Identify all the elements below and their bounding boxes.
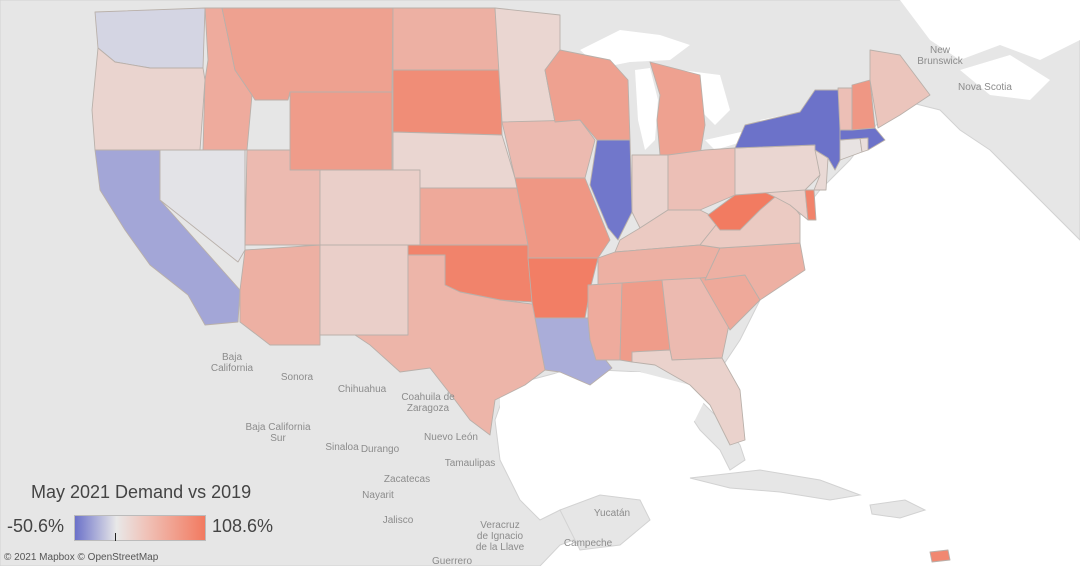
place-label-veracruz: Veracruz de Ignacio de la Llave — [475, 520, 525, 553]
state-nd[interactable] — [392, 7, 501, 71]
place-label-nova-scotia: Nova Scotia — [958, 82, 1012, 93]
state-il[interactable] — [589, 139, 633, 241]
legend-max-label: 108.6% — [212, 516, 274, 536]
state-nh[interactable] — [851, 79, 876, 131]
place-label-tamaulipas: Tamaulipas — [444, 458, 496, 469]
state-co[interactable] — [319, 169, 421, 246]
place-label-sinaloa: Sinaloa — [325, 442, 359, 453]
states-layer — [91, 7, 951, 563]
place-label-durango: Durango — [360, 444, 400, 455]
place-label-nayarit: Nayarit — [362, 490, 394, 501]
place-label-baja-california: Baja California — [210, 352, 254, 374]
state-mt[interactable] — [221, 7, 394, 101]
place-label-jalisco: Jalisco — [382, 515, 414, 526]
place-label-new-brunswick: New Brunswick — [917, 45, 963, 67]
lake-michigan — [635, 68, 658, 150]
state-tx[interactable] — [354, 254, 546, 436]
hispaniola — [869, 499, 927, 519]
place-label-zacatecas: Zacatecas — [383, 474, 431, 485]
legend-min-label: -50.6% — [7, 516, 65, 536]
legend-color-ramp — [74, 515, 206, 541]
state-ia[interactable] — [501, 119, 596, 179]
place-label-coahuila: Coahuila de Zaragoza — [401, 392, 455, 414]
state-vt[interactable] — [837, 87, 853, 131]
place-label-guerrero: Guerrero — [431, 556, 473, 567]
gulf-of-mexico — [500, 372, 705, 510]
gulf-of-st-lawrence — [960, 55, 1050, 100]
place-label-sonora: Sonora — [280, 372, 314, 383]
place-label-nuevo-leon: Nuevo León — [424, 432, 478, 443]
state-pr[interactable] — [929, 549, 951, 563]
state-al[interactable] — [619, 279, 671, 363]
place-label-campeche: Campeche — [563, 538, 613, 549]
state-de[interactable] — [804, 189, 817, 221]
state-az[interactable] — [239, 244, 321, 346]
state-fl[interactable] — [631, 349, 746, 446]
lake-superior — [580, 30, 690, 68]
legend: May 2021 Demand vs 2019 -50.6% 108.6% — [0, 474, 300, 554]
state-ny[interactable] — [734, 89, 849, 171]
hudson-bay-inlet — [900, 0, 1080, 60]
legend-title: May 2021 Demand vs 2019 — [31, 482, 252, 502]
cuba — [689, 469, 862, 501]
place-label-baja-california-sur: Baja California Sur — [245, 422, 311, 444]
state-me[interactable] — [869, 49, 931, 129]
state-wy[interactable] — [289, 91, 393, 171]
state-ms[interactable] — [587, 282, 623, 361]
state-nm[interactable] — [319, 244, 409, 336]
state-sd[interactable] — [392, 69, 503, 136]
place-label-yucatan: Yucatán — [593, 508, 631, 519]
yucatan-peninsula — [559, 494, 651, 551]
map-attribution[interactable]: © 2021 Mapbox © OpenStreetMap — [4, 552, 159, 563]
state-ks[interactable] — [419, 187, 529, 246]
place-label-chihuahua: Chihuahua — [337, 384, 387, 395]
legend-zero-marker — [115, 533, 116, 541]
state-pa[interactable] — [734, 144, 821, 196]
